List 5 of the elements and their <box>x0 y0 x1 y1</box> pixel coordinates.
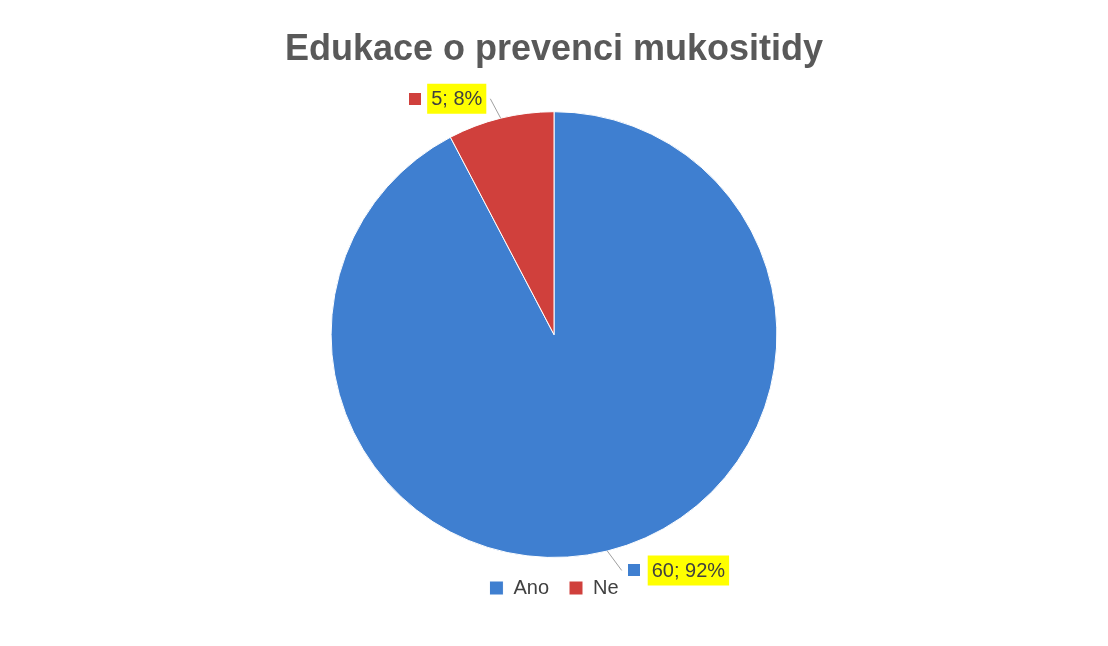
data-label: 5; 8% <box>431 87 483 110</box>
legend-label: Ne <box>593 575 619 598</box>
legend-label: Ano <box>513 575 550 598</box>
chart-title: Edukace o prevenci mukositidy <box>284 26 824 68</box>
data-label: 60; 92% <box>651 558 726 581</box>
